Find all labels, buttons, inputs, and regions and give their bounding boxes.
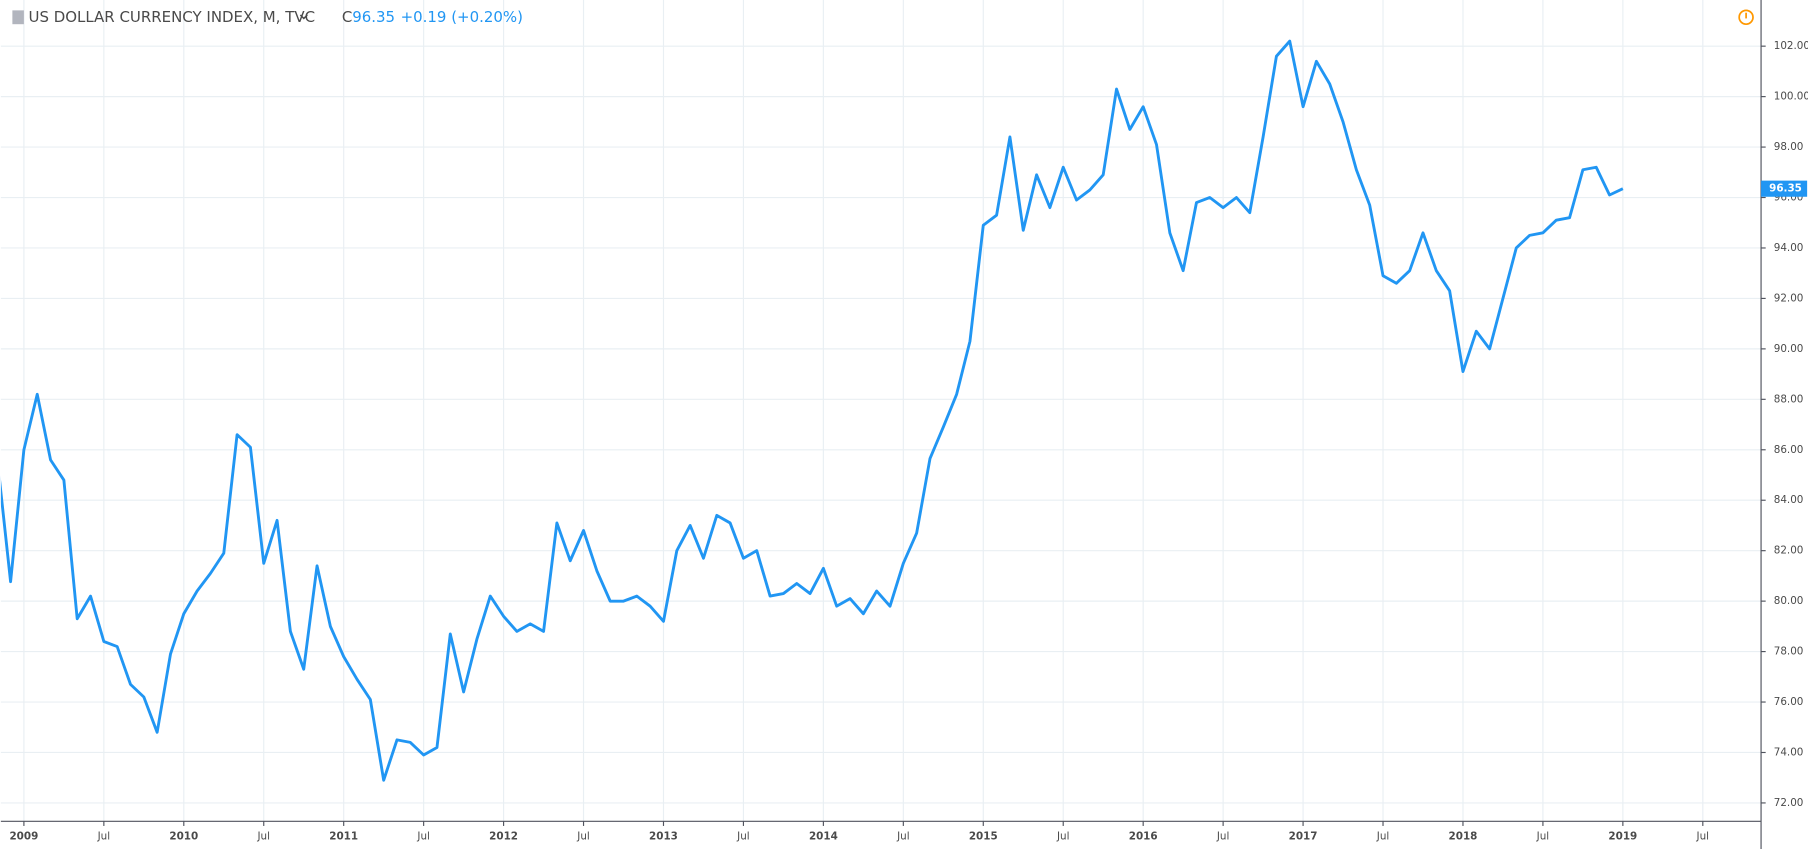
x-tick-label: 2018 xyxy=(1449,830,1478,842)
y-tick-label: 102.00 xyxy=(1774,40,1808,52)
x-tick-label: 2009 xyxy=(9,830,38,842)
y-tick-label: 74.00 xyxy=(1774,746,1804,758)
x-tick-label: Jul xyxy=(1536,830,1550,842)
y-tick-label: 86.00 xyxy=(1774,444,1804,456)
last-price-label: 96.35 xyxy=(1769,183,1802,195)
x-tick-label: Jul xyxy=(576,830,590,842)
y-tick-label: 98.00 xyxy=(1774,141,1804,153)
plot-area xyxy=(0,39,1624,782)
symbol-icon xyxy=(12,10,24,25)
y-tick-label: 88.00 xyxy=(1774,393,1804,405)
change-value: +0.19 (+0.20%) xyxy=(401,8,523,26)
symbol-dropdown[interactable] xyxy=(299,14,308,20)
x-tick-label: Jul xyxy=(416,830,430,842)
x-tick-label: 2014 xyxy=(809,830,838,842)
y-tick-label: 82.00 xyxy=(1774,545,1804,557)
x-tick-label: Jul xyxy=(1216,830,1230,842)
y-tick-label: 80.00 xyxy=(1774,595,1804,607)
x-tick-label: Jul xyxy=(1376,830,1390,842)
x-tick-label: Jul xyxy=(896,830,910,842)
x-tick-label: 2015 xyxy=(969,830,998,842)
x-tick-label: Jul xyxy=(736,830,750,842)
y-tick-label: 72.00 xyxy=(1774,797,1804,809)
grid xyxy=(0,0,1762,822)
alert-icon[interactable] xyxy=(1738,9,1754,26)
symbol-title[interactable]: US DOLLAR CURRENCY INDEX, M, TVC xyxy=(29,8,316,26)
close-value: 96.35 xyxy=(352,8,395,26)
x-tick-label: 2010 xyxy=(169,830,198,842)
axes: 72.00 74.00 76.00 78.00 80.00 82.00 84.00 86.00… xyxy=(9,40,1808,842)
x-tick-label: 2012 xyxy=(489,830,518,842)
x-tick-label: 2011 xyxy=(329,830,358,842)
y-tick-label: 94.00 xyxy=(1774,242,1804,254)
y-tick-label: 90.00 xyxy=(1774,343,1804,355)
x-tick-label: Jul xyxy=(1056,830,1070,842)
x-tick-label: 2017 xyxy=(1289,830,1318,842)
y-tick-label: 84.00 xyxy=(1774,494,1804,506)
last-price-tag xyxy=(1761,180,1808,197)
x-tick-label: Jul xyxy=(1696,830,1710,842)
y-tick-label: 76.00 xyxy=(1774,696,1804,708)
x-tick-label: Jul xyxy=(256,830,270,842)
y-tick-label: 92.00 xyxy=(1774,292,1804,304)
close-label: C xyxy=(342,8,352,26)
x-tick-label: Jul xyxy=(97,830,111,842)
y-tick-label: 78.00 xyxy=(1774,646,1804,658)
price-line xyxy=(0,39,1624,782)
x-tick-label: 2016 xyxy=(1129,830,1158,842)
y-tick-label: 100.00 xyxy=(1774,91,1808,103)
x-tick-label: 2019 xyxy=(1608,830,1637,842)
x-tick-label: 2013 xyxy=(649,830,678,842)
